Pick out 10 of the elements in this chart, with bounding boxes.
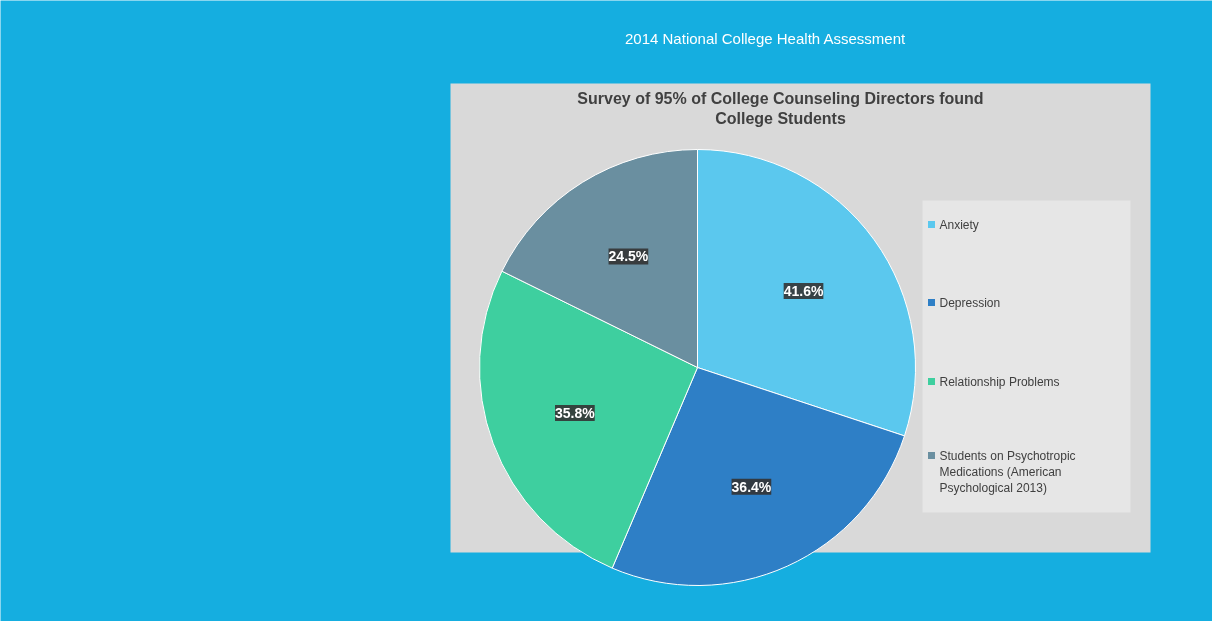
data-label: 35.8% (555, 405, 596, 422)
chart-title: Survey of 95% of College Counseling Directors found College Students (577, 90, 984, 127)
legend-label: Students on Psychotropic Medications (American Psychological 2013) (939, 448, 1076, 495)
data-label: 24.5% (608, 248, 649, 265)
data-label: 41.6% (783, 282, 824, 299)
legend-label: Anxiety (939, 217, 979, 232)
data-label: 36.4% (731, 478, 772, 495)
chart-subtitle: 2014 National College Health Assessment (625, 30, 906, 47)
legend-label: Depression (939, 295, 1001, 310)
legend-label: Relationship Problems (939, 374, 1060, 389)
